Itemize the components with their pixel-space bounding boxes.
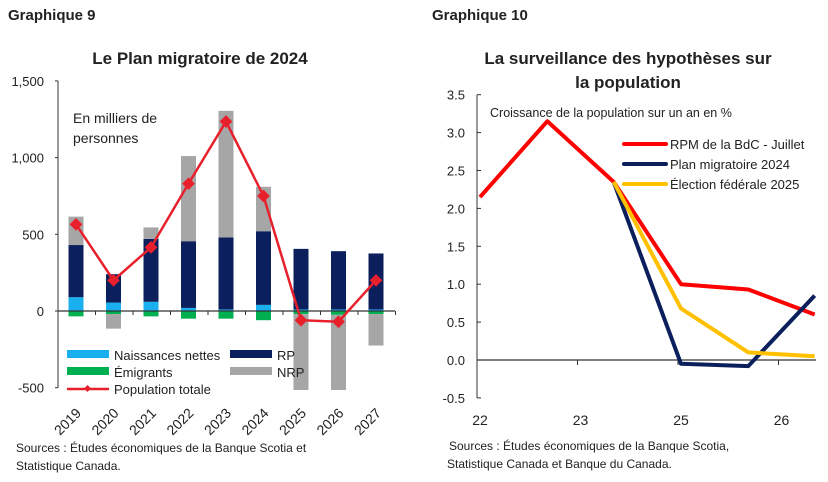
marker-population-totale	[144, 240, 158, 254]
marker-population-totale	[69, 217, 83, 231]
legend-label: NRP	[277, 365, 304, 380]
line-plan-migratoire-2024	[611, 181, 817, 369]
marker-population-totale	[257, 189, 270, 203]
marker-population-totale	[369, 273, 383, 287]
legend-label: Élection fédérale 2025	[670, 177, 799, 192]
bar-émigrants	[293, 311, 309, 315]
legend-swatch	[230, 350, 272, 358]
x-tick-label: 2025	[276, 405, 309, 438]
legend-swatch	[67, 367, 109, 375]
x-tick-label: 23	[573, 412, 589, 428]
bar-émigrants	[181, 311, 196, 319]
bar-naissances-nettes	[293, 309, 309, 311]
annotation: personnes	[73, 130, 138, 146]
bar-rp	[331, 251, 346, 310]
legend-marker	[83, 384, 92, 393]
y-tick-label: 0	[37, 304, 44, 319]
bar-rp	[143, 238, 159, 302]
bar-naissances-nettes	[181, 307, 196, 311]
legend-label: Plan migratoire 2024	[670, 157, 790, 172]
bar-nrp	[368, 314, 384, 346]
y-tick-label: 3.0	[447, 126, 465, 141]
y-tick-label: 1,500	[11, 74, 44, 89]
x-tick-label: 2022	[163, 405, 196, 438]
bar-naissances-nettes	[143, 301, 159, 311]
chart-title: la population	[575, 73, 681, 92]
bar-émigrants	[256, 311, 271, 321]
bar-nrp	[181, 156, 196, 242]
legend-label: Population totale	[114, 382, 211, 397]
bar-nrp	[106, 314, 121, 329]
marker-population-totale	[107, 273, 120, 287]
bar-rp	[256, 231, 271, 305]
y-tick-label: -500	[18, 381, 44, 396]
bar-nrp	[331, 314, 346, 391]
y-tick-label: 0.0	[447, 353, 465, 368]
bar-émigrants	[143, 311, 159, 317]
legend-label: RPM de la BdC - Juillet	[670, 137, 805, 152]
bar-naissances-nettes	[106, 302, 121, 311]
y-tick-label: 3.5	[447, 88, 465, 103]
source-note: Sources : Études économiques de la Banqu…	[449, 438, 729, 453]
annotation: Croissance de la population sur un an en…	[490, 106, 732, 120]
bar-naissances-nettes	[256, 304, 271, 311]
bar-nrp	[218, 110, 234, 238]
y-tick-label: -0.5	[443, 391, 465, 406]
bar-naissances-nettes	[68, 297, 84, 311]
x-tick-label: 25	[673, 412, 689, 428]
legend-label: Naissances nettes	[114, 348, 221, 363]
bar-nrp	[293, 314, 309, 391]
legend-label: Émigrants	[114, 365, 173, 380]
bar-émigrants	[368, 311, 384, 315]
source-note: Statistique Canada et Banque du Canada.	[447, 457, 672, 471]
y-tick-label: 500	[22, 227, 44, 242]
chart-title: Le Plan migratoire de 2024	[92, 49, 308, 68]
x-tick-label: 2020	[88, 405, 121, 438]
y-tick-label: 2.0	[447, 201, 465, 216]
x-tick-label: 2024	[238, 405, 271, 438]
bar-nrp	[143, 227, 159, 239]
bar-naissances-nettes	[368, 309, 384, 311]
bar-émigrants	[218, 311, 234, 319]
line-rpm-de-la-bdc---juillet	[478, 119, 816, 317]
bar-naissances-nettes	[331, 309, 346, 311]
legend-swatch	[230, 367, 272, 375]
y-tick-label: 1.5	[447, 239, 465, 254]
bar-naissances-nettes	[218, 309, 234, 311]
x-tick-label: 2021	[126, 405, 159, 438]
marker-population-totale	[332, 315, 345, 329]
chart-title: La surveillance des hypothèses sur	[484, 49, 772, 68]
x-tick-label: 2027	[351, 405, 384, 438]
bar-rp	[293, 248, 309, 310]
chart-label: Graphique 9	[8, 7, 96, 24]
x-tick-label: 26	[774, 412, 790, 428]
annotation: En milliers de	[73, 110, 157, 126]
y-tick-label: 2.5	[447, 164, 465, 179]
bar-rp	[181, 241, 196, 308]
y-tick-label: 1,000	[11, 151, 44, 166]
bar-émigrants	[106, 311, 121, 315]
bar-émigrants	[331, 311, 346, 315]
legend-swatch	[67, 350, 109, 358]
marker-population-totale	[294, 313, 308, 327]
source-note: Sources : Études économiques de la Banqu…	[16, 440, 307, 455]
bar-rp	[218, 237, 234, 310]
chart-label: Graphique 10	[432, 7, 528, 24]
x-tick-label: 2026	[313, 405, 346, 438]
line-élection-fédérale-2025	[611, 180, 815, 359]
x-tick-label: 22	[472, 412, 488, 428]
bar-émigrants	[68, 311, 84, 317]
bar-rp	[68, 245, 84, 298]
legend-label: RP	[277, 348, 295, 363]
x-tick-label: 2023	[201, 405, 234, 438]
source-note: Statistique Canada.	[16, 459, 121, 473]
y-tick-label: 0.5	[447, 315, 465, 330]
y-tick-label: 1.0	[447, 277, 465, 292]
marker-population-totale	[182, 177, 195, 191]
x-tick-label: 2019	[51, 405, 84, 438]
marker-population-totale	[219, 115, 233, 128]
